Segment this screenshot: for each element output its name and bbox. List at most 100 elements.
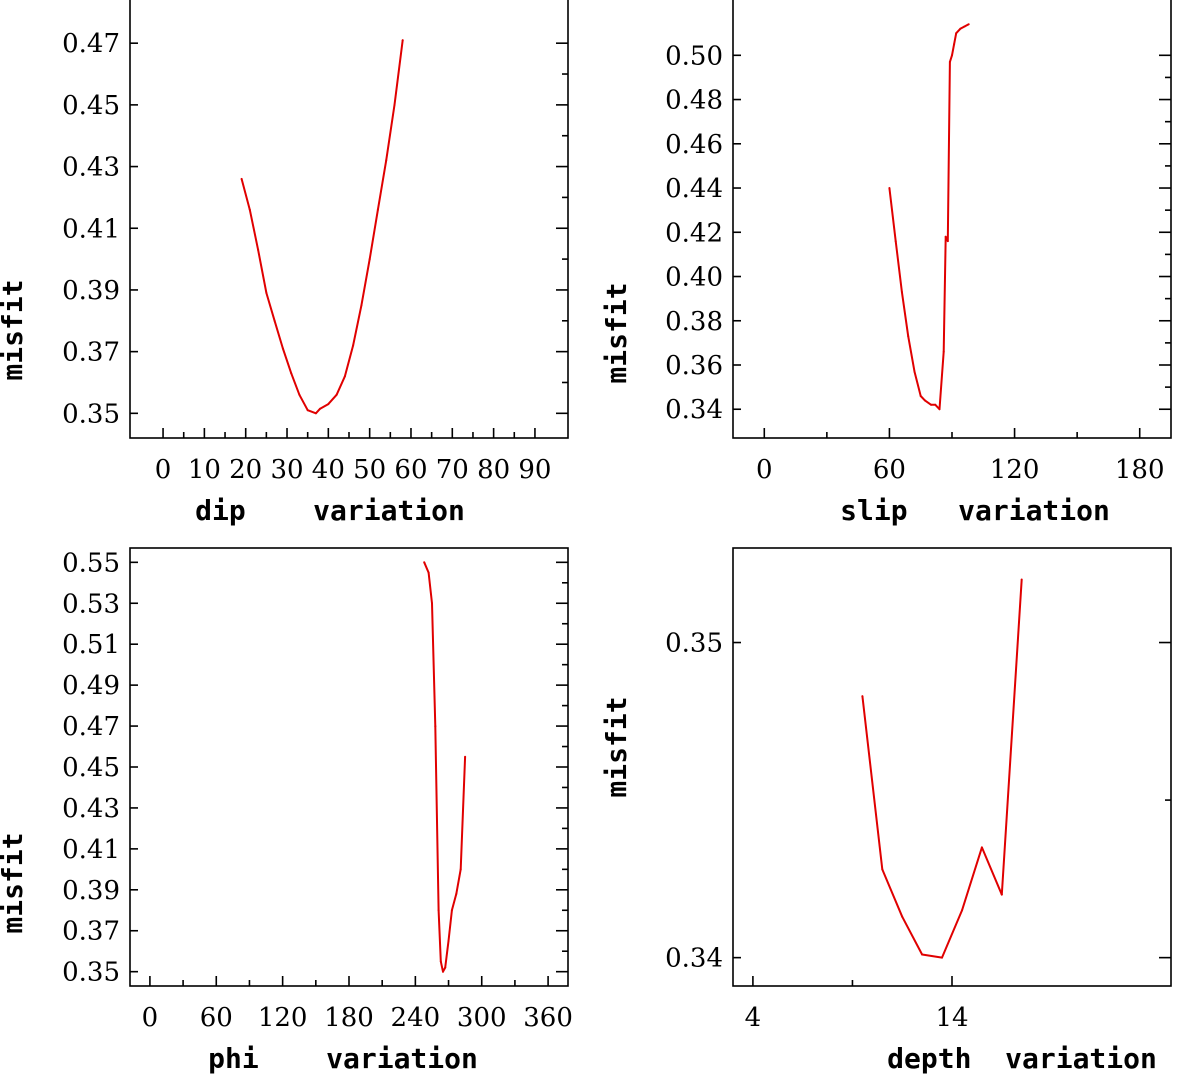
y-axis-title: misfit	[600, 282, 633, 383]
data-point	[881, 868, 884, 871]
data-point	[281, 347, 284, 350]
data-points	[888, 23, 970, 411]
data-point	[921, 953, 924, 956]
data-point	[888, 187, 891, 189]
y-tick-label: 0.43	[62, 794, 120, 824]
y-tick-label: 0.37	[62, 338, 120, 368]
data-point	[967, 23, 970, 26]
data-point	[360, 304, 363, 307]
y-tick-label: 0.44	[665, 174, 723, 204]
data-point	[930, 403, 933, 406]
data-point	[942, 350, 945, 353]
x-tick-labels: 0 10 20 30 40 50 60 70 80 90	[155, 455, 552, 485]
x-tick-label: 30	[270, 455, 303, 485]
x-tick-labels: 0 60 120 180	[756, 455, 1165, 485]
data-point	[434, 725, 437, 728]
data-point	[240, 177, 243, 180]
y-axis-title: misfit	[600, 696, 633, 797]
y-tick-label: 0.43	[62, 153, 120, 183]
data-point	[290, 372, 293, 375]
y-tick-label: 0.53	[62, 589, 120, 619]
data-point	[423, 561, 426, 564]
y-tick-label: 0.47	[62, 29, 120, 59]
y-tick-label: 0.55	[62, 548, 120, 578]
misfit-curve	[888, 23, 970, 411]
ticks	[130, 561, 568, 986]
data-point	[343, 375, 346, 378]
data-point	[376, 208, 379, 211]
y-tick-label: 0.35	[665, 629, 723, 659]
data-point	[439, 960, 442, 963]
x-tick-label: 60	[873, 455, 906, 485]
y-tick-label: 0.48	[665, 86, 723, 116]
y-tick-label: 0.45	[62, 753, 120, 783]
data-point	[368, 258, 371, 261]
misfit-curve	[423, 561, 467, 973]
x-axis-title: dip variation	[195, 494, 465, 527]
data-point	[934, 403, 937, 406]
misfit-curve	[240, 39, 404, 415]
misfit-curve	[861, 579, 1023, 959]
data-point	[907, 335, 910, 338]
x-tick-label: 4	[745, 1003, 762, 1033]
data-point	[861, 695, 864, 698]
data-point	[941, 956, 943, 959]
x-tick-label: 20	[229, 455, 262, 485]
plot-frame	[129, 547, 569, 987]
y-tick-labels: 0.34 0.35	[665, 629, 723, 974]
data-point	[352, 344, 355, 347]
x-tick-labels: 0 60 120 180 240 300 360	[142, 1003, 573, 1033]
data-point	[1020, 578, 1023, 581]
data-point	[948, 60, 951, 63]
y-tick-label: 0.34	[665, 395, 723, 425]
data-point	[265, 292, 268, 294]
y-tick-label: 0.45	[62, 91, 120, 121]
y-tick-label: 0.34	[665, 944, 723, 974]
x-tick-label: 240	[391, 1003, 441, 1033]
y-tick-label: 0.40	[665, 263, 723, 293]
y-tick-label: 0.50	[665, 41, 723, 71]
y-tick-label: 0.35	[62, 399, 120, 429]
x-tick-label: 40	[312, 455, 345, 485]
data-point	[447, 940, 450, 942]
y-tick-labels: 0.34 0.36 0.38 0.40 0.42 0.44 0.46 0.48 0.50	[665, 41, 723, 425]
data-point	[248, 208, 251, 211]
x-tick-label: 80	[477, 455, 510, 485]
data-point	[901, 915, 904, 918]
data-point	[327, 403, 330, 406]
data-point	[306, 409, 309, 412]
data-point	[963, 25, 966, 28]
x-tick-label: 300	[457, 1003, 507, 1033]
data-point	[385, 159, 388, 162]
data-point	[1000, 893, 1003, 896]
data-point	[980, 846, 983, 849]
x-axis-title: phi variation	[208, 1042, 478, 1075]
panel-dip: 0 10 20 30 40 50 60 70 80 90 0.35 0.37 0.39 0.41 0.43…	[0, 0, 569, 527]
y-tick-label: 0.42	[665, 218, 723, 248]
plot-frame	[732, 547, 1172, 987]
data-point	[959, 27, 962, 30]
y-tick-label: 0.51	[62, 630, 120, 660]
data-points	[861, 578, 1023, 959]
data-point	[444, 966, 447, 969]
data-point	[923, 399, 926, 402]
x-tick-label: 50	[353, 455, 386, 485]
y-tick-label: 0.38	[665, 307, 723, 337]
data-point	[401, 39, 404, 42]
y-tick-label: 0.47	[62, 712, 120, 742]
data-point	[298, 393, 301, 396]
y-tick-labels: 0.35 0.37 0.39 0.41 0.43 0.45 0.47 0.49 0.51 0.53…	[62, 548, 120, 987]
ticks	[733, 54, 1171, 438]
data-points	[240, 39, 404, 415]
x-axis-title: slip variation	[840, 494, 1110, 527]
y-tick-label: 0.39	[62, 276, 120, 306]
y-tick-label: 0.41	[62, 214, 120, 244]
y-tick-label: 0.37	[62, 917, 120, 947]
y-tick-label: 0.41	[62, 835, 120, 865]
data-point	[450, 909, 453, 912]
data-point	[464, 755, 467, 758]
panel-slip: 0 60 120 180 0.340.360.380.400.420.440.460.…	[600, 0, 1172, 527]
x-tick-label: 120	[990, 455, 1040, 485]
data-point	[442, 970, 444, 973]
